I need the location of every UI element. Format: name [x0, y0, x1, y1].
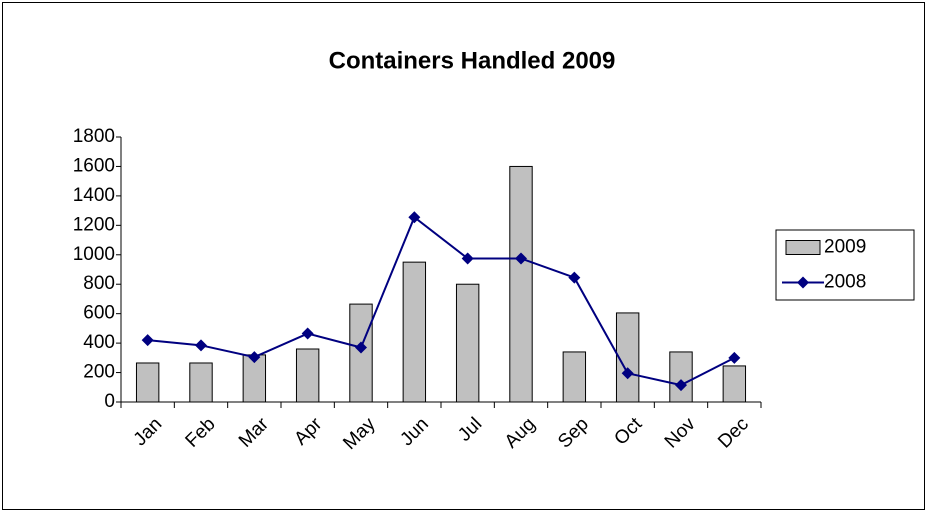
y-tick-label: 1400: [73, 185, 115, 206]
bar: [615, 312, 640, 403]
bar: [295, 348, 320, 403]
bar: [722, 365, 747, 403]
y-tick-label: 1000: [73, 244, 115, 265]
marker: [141, 334, 154, 347]
marker: [355, 341, 367, 354]
y-tick-label: 1800: [73, 126, 115, 147]
bar: [562, 351, 587, 403]
marker: [248, 351, 261, 364]
y-tick-label: 1600: [73, 155, 115, 176]
bar: [509, 165, 533, 403]
y-tick-label: 600: [83, 303, 115, 324]
marker: [621, 367, 634, 380]
bar: [189, 362, 213, 403]
marker: [301, 327, 314, 340]
marker: [675, 379, 687, 392]
bar: [455, 283, 480, 403]
legend-label: 2008: [824, 272, 866, 293]
legend-swatch: [785, 240, 821, 255]
marker: [515, 252, 527, 265]
marker: [195, 339, 207, 352]
legend-label: 2009: [824, 237, 866, 258]
marker: [408, 211, 421, 224]
y-tick-label: 400: [83, 332, 115, 353]
y-tick-label: 200: [83, 362, 115, 383]
line: [147, 215, 735, 387]
legend-marker: [797, 276, 809, 289]
bar: [402, 261, 427, 403]
y-tick-label: 1200: [73, 214, 115, 235]
bar: [669, 351, 693, 403]
marker: [568, 271, 581, 284]
y-tick-label: 800: [83, 273, 115, 294]
y-tick-label: 0: [104, 391, 115, 412]
marker: [728, 351, 741, 364]
chart-title: Containers Handled 2009: [329, 47, 616, 74]
bar: [135, 362, 160, 403]
marker: [461, 252, 474, 265]
